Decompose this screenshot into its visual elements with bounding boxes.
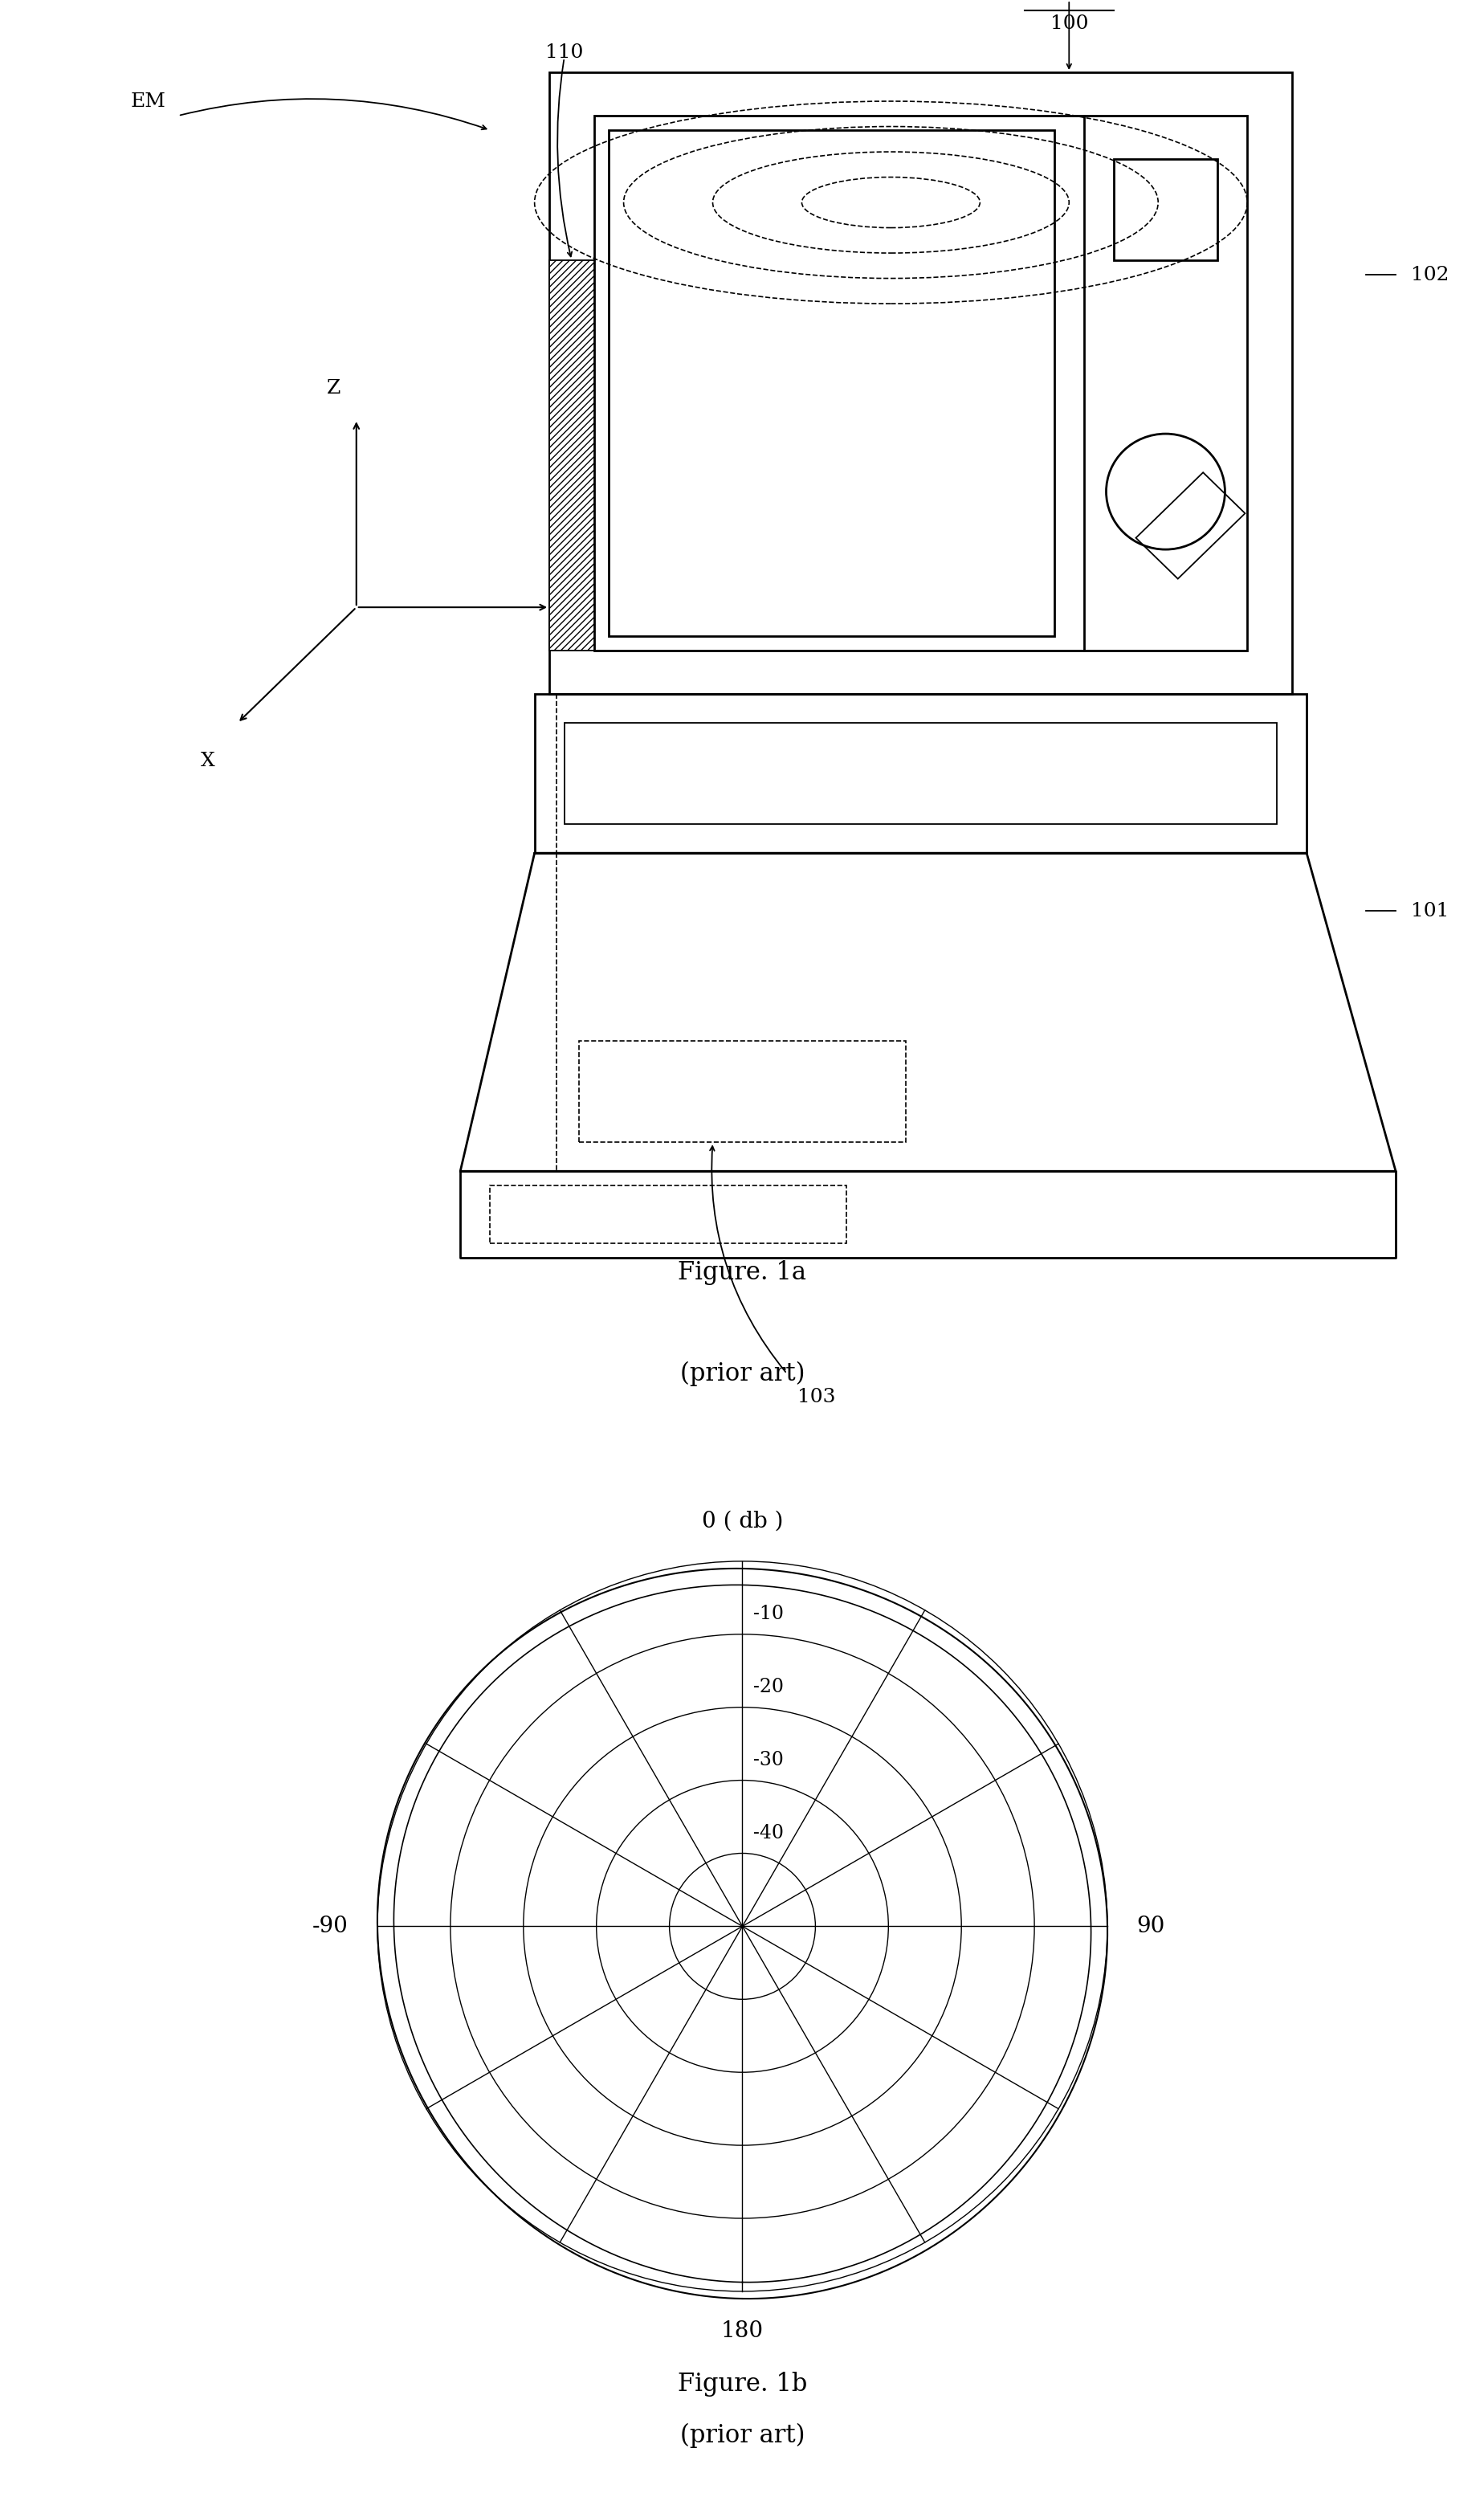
Text: X: X [200,753,215,770]
Bar [1113,160,1217,259]
Text: (prior art): (prior art) [680,2423,804,2448]
Text: -30: -30 [752,1750,784,1770]
Bar [490,1187,846,1244]
Bar [608,130,1054,636]
Text: Figure. 1a: Figure. 1a [678,1259,806,1284]
Text: 102: 102 [1410,264,1448,284]
Text: -40: -40 [752,1825,784,1842]
Text: 0 ( db ): 0 ( db ) [702,1511,782,1533]
Text: 90: 90 [1135,1915,1165,1937]
Bar [1135,474,1245,578]
Text: Figure. 1b: Figure. 1b [677,2371,807,2396]
Text: -90: -90 [312,1915,349,1937]
Text: -10: -10 [752,1605,784,1623]
Bar [564,723,1276,825]
Bar [549,72,1291,693]
Text: 101: 101 [1410,902,1448,920]
Bar [534,693,1306,853]
Text: 180: 180 [721,2321,763,2343]
Text: EM: EM [131,92,166,110]
Bar [594,115,1247,651]
Text: -20: -20 [752,1678,784,1695]
Text: 110: 110 [545,42,583,62]
Bar [549,259,594,651]
Text: Y: Y [571,598,585,616]
Text: Z: Z [326,379,341,396]
Text: 100: 100 [1049,15,1088,32]
Bar [579,1042,905,1142]
Text: 103: 103 [797,1389,835,1406]
Text: (prior art): (prior art) [680,1361,804,1386]
